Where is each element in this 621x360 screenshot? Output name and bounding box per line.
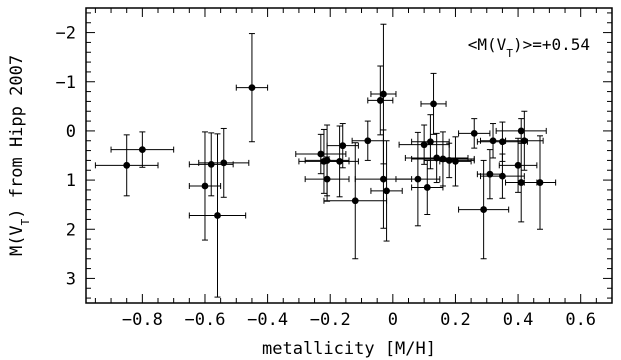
data-point — [320, 125, 359, 198]
point-marker — [499, 172, 506, 180]
point-marker — [514, 161, 522, 169]
point-marker — [336, 158, 344, 165]
axis-ticks: −0.8 −0.6 −0.4 −0.2 0 0.2 0.4 0.6 −2 −1 0 1 2 3 — [56, 8, 613, 330]
point-marker — [480, 206, 488, 213]
data-point — [351, 120, 384, 161]
point-marker — [220, 159, 228, 167]
point-marker — [414, 175, 422, 183]
data-point — [188, 133, 247, 298]
data-point — [326, 123, 359, 169]
point-marker — [499, 138, 506, 146]
mean-annotation: <M(VT)>=+0.54 — [468, 35, 590, 60]
error-bar-points — [94, 23, 557, 298]
point-marker — [123, 161, 131, 169]
point-marker — [138, 146, 146, 154]
point-marker — [248, 84, 256, 92]
y-tick-label: 1 — [66, 171, 76, 191]
x-tick-label: 0.2 — [440, 310, 471, 330]
y-axis-label: M(VT) from Hipp 2007 — [7, 55, 32, 256]
x-tick-label: −0.4 — [247, 310, 288, 330]
point-marker — [520, 137, 528, 145]
x-tick-label: 0 — [388, 310, 398, 330]
y-tick-label: −1 — [56, 73, 76, 93]
data-point — [404, 132, 469, 184]
point-marker — [383, 187, 390, 195]
point-marker — [214, 212, 221, 219]
point-marker — [445, 157, 453, 164]
data-point — [94, 134, 159, 197]
data-point — [370, 140, 403, 242]
data-point — [505, 142, 538, 223]
x-tick-label: −0.2 — [310, 310, 351, 330]
point-marker — [433, 154, 441, 162]
point-marker — [517, 127, 525, 135]
x-tick-label: −0.6 — [184, 310, 225, 330]
point-marker — [420, 141, 428, 149]
point-marker — [430, 100, 437, 108]
data-point — [476, 149, 503, 200]
data-point — [188, 131, 222, 241]
point-marker — [423, 184, 431, 191]
y-tick-label: 0 — [66, 122, 76, 142]
data-point — [395, 131, 441, 227]
point-marker — [470, 129, 478, 137]
data-point — [420, 72, 447, 135]
point-marker — [489, 137, 497, 145]
data-point — [458, 159, 510, 260]
point-marker — [317, 150, 325, 158]
x-axis-label: metallicity [M/H] — [262, 339, 436, 359]
point-marker — [207, 160, 215, 168]
data-point — [458, 118, 491, 149]
data-point — [198, 127, 250, 198]
plot-frame — [85, 7, 613, 304]
data-point — [505, 110, 544, 171]
point-marker — [427, 138, 434, 146]
y-tick-label: −2 — [56, 24, 76, 44]
data-point — [235, 33, 269, 143]
data-point — [295, 133, 347, 175]
point-marker — [201, 182, 209, 190]
data-point — [498, 137, 538, 193]
x-tick-label: −0.8 — [122, 310, 163, 330]
data-point — [439, 136, 472, 187]
data-point — [323, 142, 388, 260]
data-point — [423, 142, 475, 179]
data-point — [411, 159, 444, 215]
x-tick-label: 0.6 — [565, 310, 596, 330]
point-marker — [517, 179, 525, 186]
data-point — [367, 65, 394, 136]
point-marker — [380, 90, 387, 98]
point-marker — [364, 137, 372, 145]
point-marker — [339, 142, 347, 150]
point-marker — [351, 197, 359, 205]
point-marker — [452, 158, 459, 165]
y-tick-label: 2 — [66, 220, 76, 240]
point-marker — [376, 97, 384, 104]
data-point — [110, 131, 175, 168]
point-marker — [380, 175, 387, 183]
data-point — [523, 135, 557, 230]
point-marker — [323, 175, 331, 183]
point-marker — [536, 179, 544, 186]
x-tick-label: 0.4 — [503, 310, 534, 330]
data-point — [495, 118, 547, 144]
y-tick-label: 3 — [66, 269, 76, 289]
data-point — [476, 121, 528, 162]
